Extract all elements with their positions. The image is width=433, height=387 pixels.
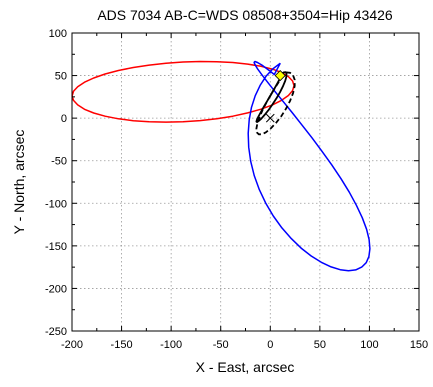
position-diamond-marker: [274, 70, 286, 82]
y-tick-label: -50: [51, 156, 67, 168]
y-tick-label: -250: [45, 326, 67, 338]
x-axis-label: X - East, arcsec: [196, 359, 295, 375]
orbit-series-4: [255, 71, 296, 136]
x-tick-label: 0: [267, 339, 273, 351]
x-tick-labels: -200 -150 -100 -50 0 50 100 150: [61, 339, 428, 351]
y-tick-label: 0: [61, 113, 67, 125]
x-tick-label: -100: [160, 339, 182, 351]
ticks: [71, 32, 420, 332]
x-tick-label: 100: [360, 339, 378, 351]
y-tick-label: -100: [45, 198, 67, 210]
y-tick-label: -200: [45, 283, 67, 295]
y-tick-label: 50: [55, 71, 67, 83]
x-tick-label: -50: [213, 339, 229, 351]
orbit-series-2: [247, 60, 371, 272]
origin-cross-marker: [265, 113, 275, 123]
x-tick-label: 150: [410, 339, 428, 351]
y-axis-label: Y - North, arcsec: [11, 130, 27, 235]
y-tick-label: 100: [49, 28, 67, 40]
grid: [72, 33, 419, 331]
series-layer: [71, 60, 371, 272]
chart-title: ADS 7034 AB-C=WDS 08508+3504=Hip 43426: [97, 7, 393, 23]
points-layer: [265, 70, 286, 123]
x-tick-label: -150: [111, 339, 133, 351]
x-tick-label: 50: [314, 339, 326, 351]
x-tick-label: -200: [61, 339, 83, 351]
y-tick-label: -150: [45, 241, 67, 253]
y-tick-labels: -250 -200 -150 -100 -50 0 50 100: [45, 28, 67, 338]
plot-frame: [71, 32, 420, 332]
